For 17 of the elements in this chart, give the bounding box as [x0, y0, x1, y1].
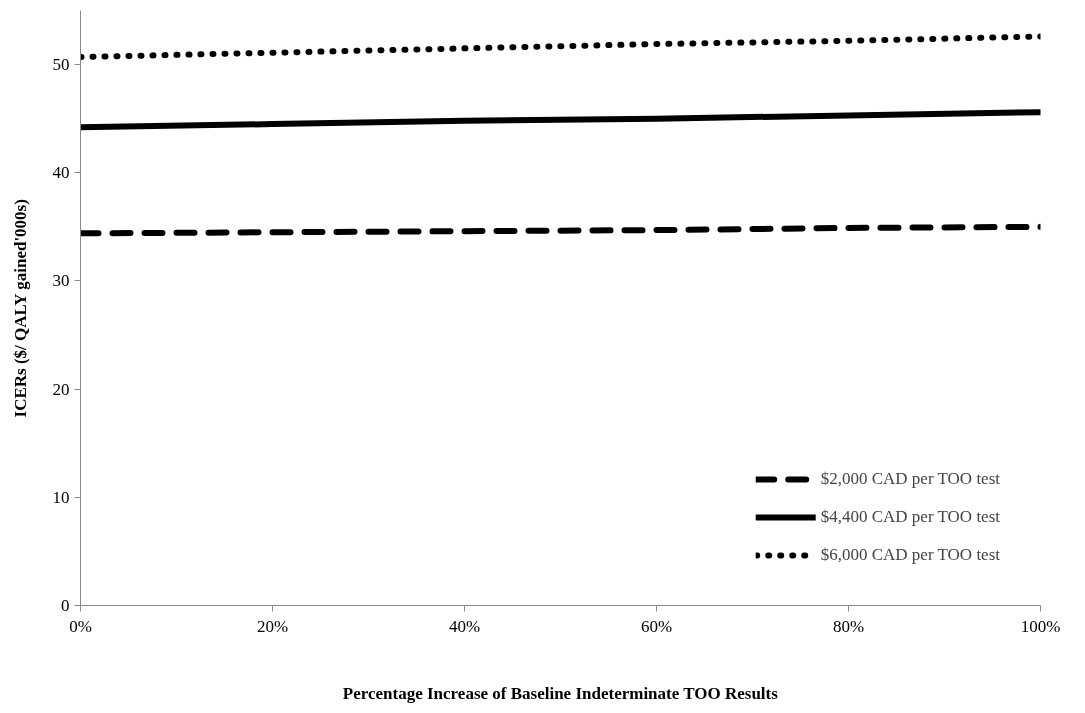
legend-label: $6,000 CAD per TOO test — [820, 545, 1000, 565]
x-tick-label: 40% — [448, 616, 481, 636]
y-tick-label: 10 — [52, 487, 70, 507]
x-tick-label: 100% — [1020, 616, 1061, 636]
legend-label: $2,000 CAD per TOO test — [820, 469, 1000, 489]
y-tick-label: 50 — [52, 55, 70, 75]
x-tick-label: 80% — [832, 616, 865, 636]
y-tick-label: 40 — [52, 163, 70, 183]
y-tick-label: 30 — [52, 271, 70, 291]
y-tick-label: 0 — [61, 596, 70, 615]
x-tick-label: 0% — [69, 616, 92, 636]
x-tick-label: 20% — [256, 616, 289, 636]
y-axis-title: ICERs ($/ QALY gained'000s) — [10, 199, 30, 418]
legend-label: $4,400 CAD per TOO test — [820, 507, 1000, 527]
x-tick-label: 60% — [640, 616, 673, 636]
y-tick-label: 20 — [52, 379, 70, 399]
x-axis-title: Percentage Increase of Baseline Indeterminate TOO Results — [342, 683, 779, 703]
